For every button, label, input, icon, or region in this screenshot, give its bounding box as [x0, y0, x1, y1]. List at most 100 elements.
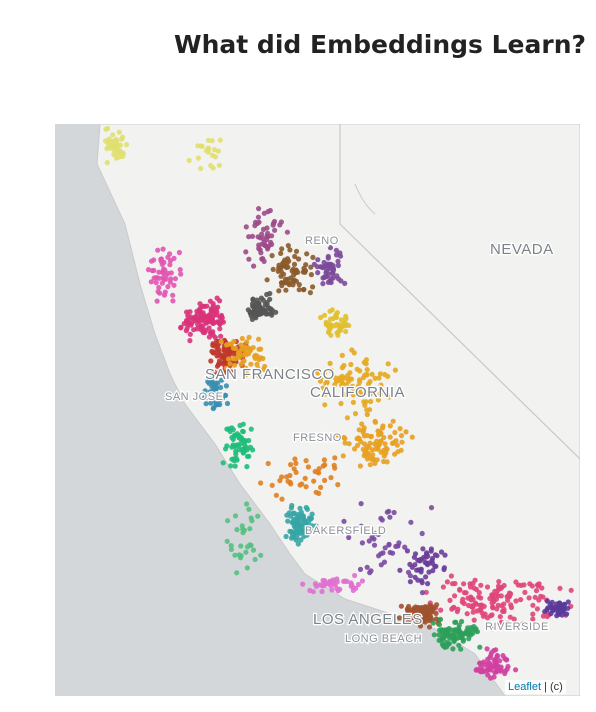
embedding-point — [217, 326, 223, 332]
embedding-point — [497, 658, 503, 664]
embedding-point — [386, 541, 392, 547]
embedding-point — [272, 227, 278, 233]
embedding-point — [419, 618, 426, 624]
map[interactable]: RENO NEVADA SAN FRANCISCO SAN JOSE CALIF… — [55, 124, 580, 696]
embedding-point — [244, 445, 250, 451]
embedding-point — [264, 277, 270, 283]
map-label: LONG BEACH — [345, 633, 422, 645]
embedding-point — [200, 327, 206, 333]
embedding-point — [219, 315, 225, 321]
embedding-point — [556, 603, 562, 609]
embedding-point — [284, 229, 290, 235]
embedding-point — [409, 434, 415, 440]
embedding-point — [215, 401, 221, 408]
attribution-link[interactable]: Leaflet — [508, 681, 542, 693]
embedding-point — [254, 312, 260, 318]
embedding-point — [382, 371, 388, 378]
embedding-point — [218, 384, 224, 391]
embedding-point — [357, 379, 363, 385]
embedding-point — [341, 362, 347, 369]
embedding-point — [212, 369, 218, 375]
map-label: LOS ANGELES — [313, 611, 423, 628]
embedding-point — [415, 577, 421, 583]
embedding-point — [350, 399, 356, 405]
embedding-point — [379, 425, 386, 431]
embedding-point — [307, 527, 313, 533]
embedding-point — [279, 496, 285, 502]
embedding-point — [387, 423, 393, 429]
embedding-point — [233, 451, 239, 457]
embedding-point — [223, 342, 230, 348]
embedding-point — [387, 434, 393, 440]
embedding-point — [390, 440, 396, 446]
embedding-point — [291, 272, 297, 278]
embedding-point — [458, 646, 464, 652]
embedding-point — [224, 443, 230, 449]
embedding-point — [176, 249, 182, 256]
embedding-point — [381, 453, 387, 459]
embedding-point — [155, 247, 161, 253]
embedding-point — [378, 562, 384, 568]
embedding-point — [214, 309, 220, 315]
embedding-point — [253, 301, 259, 307]
embedding-point — [300, 581, 306, 587]
embedding-point — [223, 365, 229, 371]
embedding-point — [419, 530, 425, 537]
embedding-point — [264, 225, 270, 231]
embedding-point — [326, 321, 332, 327]
embedding-point — [265, 209, 271, 215]
embedding-point — [460, 638, 466, 644]
embedding-point — [489, 600, 495, 606]
embedding-point — [297, 525, 303, 531]
embedding-point — [215, 343, 221, 349]
embedding-point — [350, 392, 356, 398]
embedding-point — [322, 462, 328, 468]
embedding-point — [345, 373, 351, 379]
embedding-point — [284, 474, 290, 480]
embedding-point — [442, 627, 448, 633]
embedding-point — [382, 441, 388, 447]
embedding-point — [331, 462, 337, 468]
embedding-point — [212, 335, 218, 341]
embedding-point — [270, 266, 276, 272]
attribution-text: | (c) — [544, 681, 563, 693]
embedding-point — [244, 565, 250, 571]
embedding-point — [276, 288, 282, 294]
embedding-point — [367, 462, 373, 468]
embedding-point — [322, 402, 328, 408]
embedding-point — [456, 642, 462, 648]
embedding-point — [430, 620, 436, 626]
embedding-point — [333, 252, 340, 258]
embedding-point — [252, 556, 258, 563]
embedding-point — [460, 596, 466, 602]
embedding-point — [350, 584, 356, 591]
embedding-point — [489, 626, 496, 632]
embedding-point — [269, 253, 275, 259]
embedding-point — [362, 441, 368, 447]
embedding-point — [343, 328, 349, 335]
embedding-point — [335, 262, 341, 269]
embedding-point — [319, 264, 325, 270]
embedding-point — [477, 660, 483, 666]
embedding-point — [464, 611, 470, 617]
embedding-point — [293, 460, 299, 466]
embedding-point — [167, 251, 173, 257]
embedding-point — [261, 258, 267, 264]
embedding-point — [264, 299, 270, 306]
embedding-point — [155, 289, 161, 295]
embedding-point — [194, 308, 200, 314]
embedding-point — [238, 342, 244, 348]
embedding-point — [392, 367, 398, 373]
attribution: Leaflet | (c) — [505, 680, 566, 694]
embedding-point — [103, 126, 109, 132]
embedding-point — [399, 439, 405, 445]
embedding-point — [116, 129, 122, 135]
embedding-point — [293, 469, 299, 475]
embedding-point — [199, 143, 205, 149]
embedding-point — [177, 267, 183, 273]
embedding-point — [232, 443, 238, 449]
embedding-point — [494, 665, 500, 671]
embedding-point — [118, 149, 124, 156]
embedding-point — [321, 370, 327, 376]
embedding-point — [402, 544, 408, 550]
